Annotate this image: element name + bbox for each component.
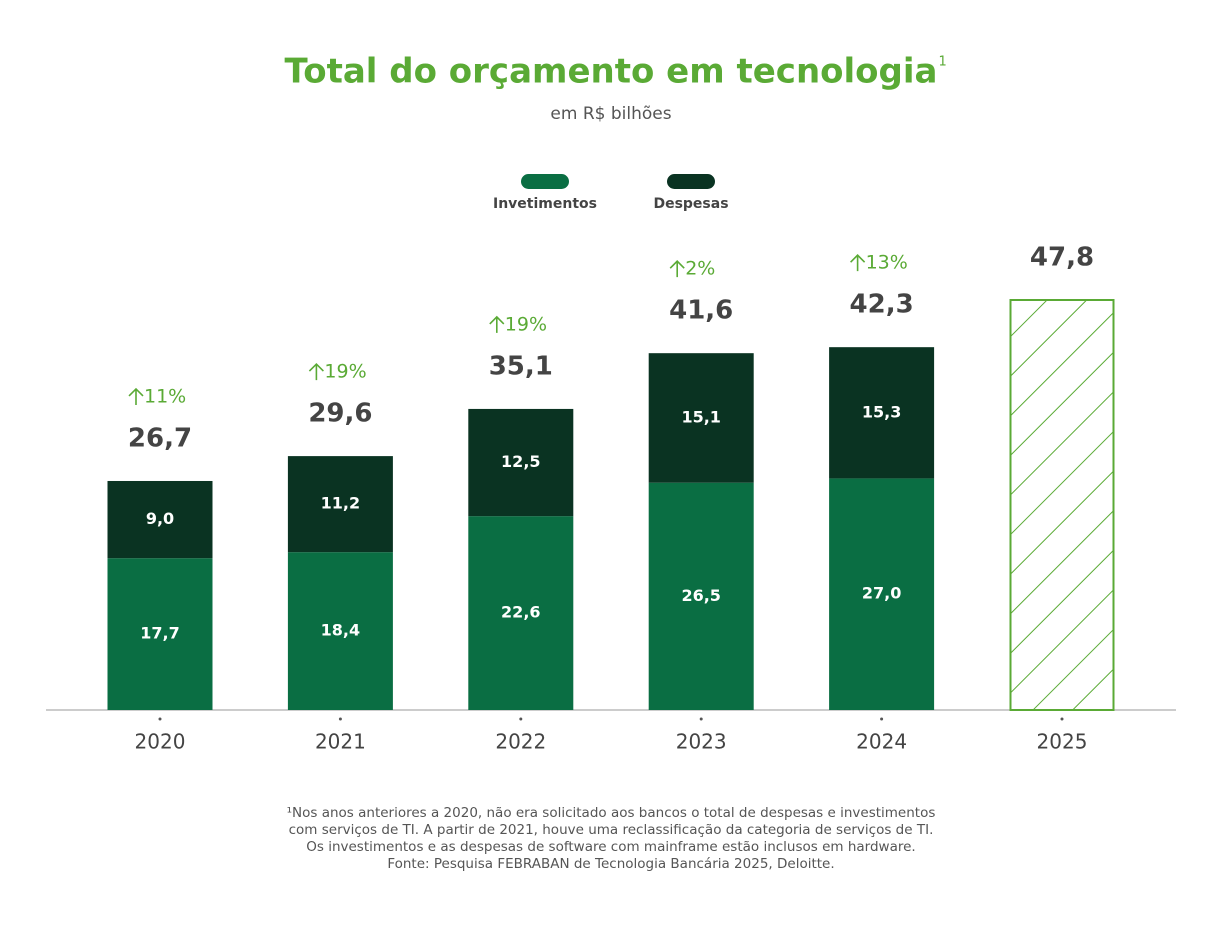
bar-segment: [648, 482, 754, 710]
bar-segment: [829, 347, 935, 479]
x-tick: [699, 717, 703, 721]
projection-bar: [1009, 299, 1115, 711]
bar-value-label: 27,0: [862, 584, 901, 603]
bar-value-label: 17,7: [140, 624, 179, 643]
x-tick: [1060, 717, 1064, 721]
x-tick: [338, 717, 342, 721]
bar-segment: [468, 408, 574, 517]
footnote: Os investimentos e as despesas de softwa…: [306, 839, 915, 855]
bar-value-label: 11,2: [321, 494, 360, 513]
bar-segment: [107, 558, 213, 710]
x-tick-label: 2023: [676, 730, 727, 754]
bar-value-label: 12,5: [501, 452, 540, 471]
bar-segment: [287, 456, 393, 553]
growth-label: 19%: [324, 361, 366, 383]
growth-label: 2%: [685, 258, 715, 280]
x-tick: [880, 717, 884, 721]
bar-segment: [107, 480, 213, 559]
total-label: 42,3: [850, 290, 914, 320]
title-note: 1: [938, 55, 946, 70]
legend-label: Invetimentos: [493, 196, 597, 212]
growth-label: 11%: [144, 385, 186, 407]
bar-segment: [648, 353, 754, 483]
total-label: 47,8: [1030, 243, 1094, 273]
growth-arrow: [489, 315, 505, 333]
growth-arrow: [850, 254, 866, 272]
growth-label: 13%: [866, 252, 908, 274]
bar-value-label: 15,1: [681, 407, 720, 426]
total-label: 29,6: [308, 399, 372, 429]
footnote: com serviços de TI. A partir de 2021, ho…: [289, 822, 934, 838]
x-tick: [158, 717, 162, 721]
bar-segment: [468, 516, 574, 710]
bar-value-label: 22,6: [501, 603, 540, 622]
footnote: ¹Nos anos anteriores a 2020, não era sol…: [287, 805, 936, 821]
bar-value-label: 26,5: [681, 586, 720, 605]
legend-swatch: [667, 174, 715, 189]
legend-label: Despesas: [653, 196, 728, 212]
x-tick-label: 2024: [856, 730, 907, 754]
bar-value-label: 15,3: [862, 402, 901, 421]
total-label: 35,1: [489, 351, 553, 381]
total-label: 26,7: [128, 423, 192, 453]
bar-value-label: 18,4: [321, 621, 360, 640]
chart-title: Total do orçamento em tecnologia: [285, 52, 938, 92]
bar-segment: [287, 552, 393, 710]
growth-arrow: [669, 260, 685, 278]
total-label: 41,6: [669, 296, 733, 326]
x-tick-label: 2020: [135, 730, 186, 754]
footnote: Fonte: Pesquisa FEBRABAN de Tecnologia B…: [387, 856, 834, 872]
x-tick-label: 2025: [1037, 730, 1088, 754]
bar-segment: [829, 478, 935, 710]
growth-label: 19%: [505, 313, 547, 335]
chart-subtitle: em R$ bilhões: [550, 104, 671, 124]
x-tick: [519, 717, 523, 721]
x-tick-label: 2021: [315, 730, 366, 754]
bar-value-label: 9,0: [146, 509, 174, 528]
x-tick-label: 2022: [495, 730, 546, 754]
growth-arrow: [308, 362, 324, 381]
growth-arrow: [128, 387, 144, 405]
legend-swatch: [521, 174, 569, 189]
